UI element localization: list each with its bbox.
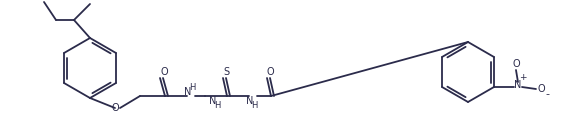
Text: O: O	[160, 67, 168, 77]
Text: N: N	[246, 96, 254, 106]
Text: +: +	[519, 73, 527, 83]
Text: N: N	[209, 96, 217, 106]
Text: S: S	[223, 67, 229, 77]
Text: H: H	[251, 101, 257, 110]
Text: O: O	[537, 84, 545, 94]
Text: N: N	[184, 87, 192, 97]
Text: O: O	[512, 59, 520, 69]
Text: H: H	[189, 84, 195, 92]
Text: H: H	[214, 101, 220, 109]
Text: O: O	[266, 67, 274, 77]
Text: N: N	[514, 80, 522, 90]
Text: O: O	[111, 103, 119, 113]
Text: -: -	[545, 89, 549, 99]
